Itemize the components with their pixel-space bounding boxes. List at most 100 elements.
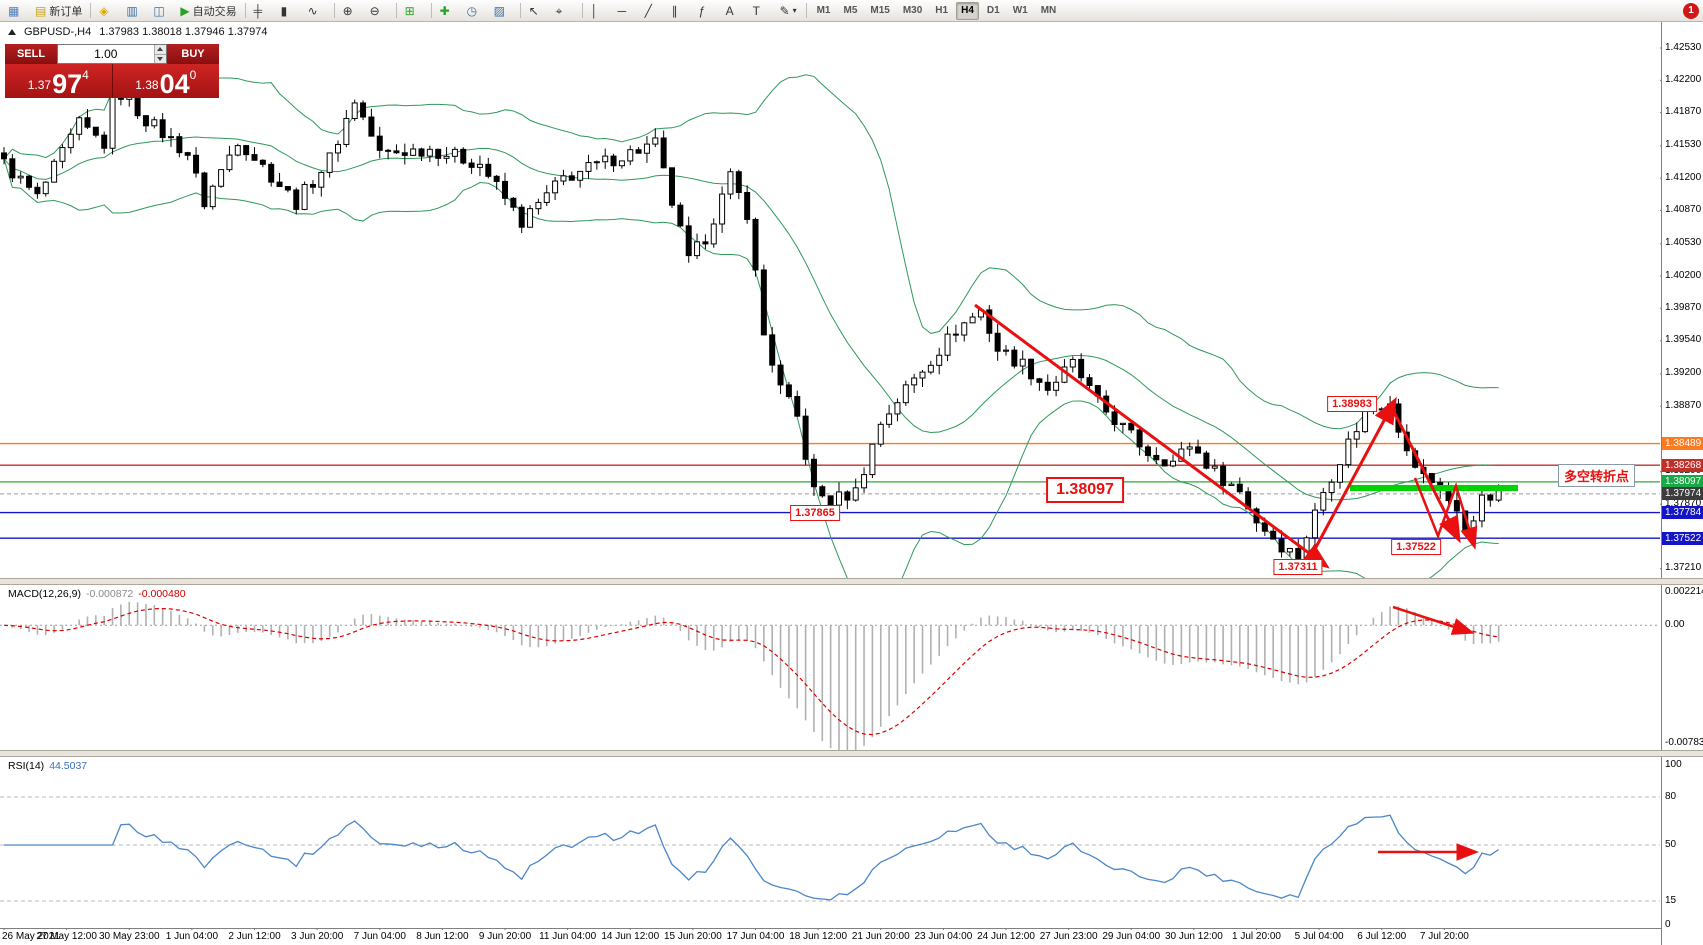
templates-icon: ▨ [493, 3, 505, 18]
downtrend-arrow [974, 303, 1330, 569]
compass-button[interactable]: ◈ [95, 1, 121, 21]
date-label: 11 Jun 04:00 [539, 931, 597, 942]
bid-price-display[interactable]: 1.37 97 4 [5, 64, 113, 98]
timeframe-d1-button[interactable]: D1 [986, 4, 1000, 16]
price-annotation[interactable]: 1.37865 [790, 505, 840, 521]
price-axis-label: 1.42530 [1665, 41, 1702, 53]
price-annotation[interactable]: 1.38983 [1327, 396, 1377, 412]
vertical-line-icon: │ [590, 3, 599, 18]
timeframe-w1-button[interactable]: W1 [1012, 4, 1028, 16]
rsi-axis-label: 0 [1665, 918, 1671, 930]
timeframe-m30-button[interactable]: M30 [902, 4, 923, 16]
rsi-value: 44.5037 [49, 760, 88, 772]
autotrading-icon: ▶ [180, 3, 190, 18]
arrows-button[interactable]: ✎ ▾ [776, 1, 802, 21]
crosshair-button[interactable]: ⌖ [552, 1, 578, 21]
timeframe-mn-button[interactable]: MN [1040, 4, 1057, 16]
horizontal-line-button[interactable]: ─ [614, 1, 640, 21]
price-axis-badge: 1.38268 [1662, 458, 1703, 472]
vertical-line-button[interactable]: │ [587, 1, 613, 21]
zoom-in-button[interactable]: ⊕ [339, 1, 365, 21]
date-label: 30 May 23:00 [98, 931, 160, 942]
date-label: 6 Jul 12:00 [1357, 931, 1407, 942]
data-window-button[interactable]: ◫ [149, 1, 175, 21]
line-chart-button[interactable]: ∿ [304, 1, 330, 21]
spinner-up-icon [157, 47, 164, 52]
volume-input[interactable] [58, 45, 154, 63]
timeframe-m15-button[interactable]: M15 [870, 4, 890, 16]
charts-window-button[interactable]: ▦ [4, 1, 30, 21]
templates-button[interactable]: ▨ [490, 1, 516, 21]
price-annotation[interactable]: 1.38097 [1046, 477, 1124, 503]
price-axis-label: 1.39870 [1665, 301, 1702, 313]
panel-divider[interactable] [0, 750, 1703, 757]
toolbar-separator [90, 3, 92, 18]
bid-big-digits: 97 [52, 69, 83, 100]
autotrading-button[interactable]: ▶ 自动交易 [176, 1, 240, 21]
zoom-out-icon: ⊖ [369, 3, 380, 18]
price-annotation[interactable]: 1.37522 [1391, 539, 1441, 555]
ohlc-values: 1.37983 1.38018 1.37946 1.37974 [99, 26, 268, 38]
bar-chart-button[interactable]: ╪ [250, 1, 276, 21]
indicators-icon: ✚ [439, 3, 450, 18]
date-label: 8 Jun 12:00 [416, 931, 469, 942]
macd-name: MACD(12,26,9) [8, 588, 81, 600]
periods-button[interactable]: ◷ [463, 1, 489, 21]
toolbar-button-label: 自动交易 [192, 5, 237, 18]
main-chart-panel [0, 71, 1660, 578]
buy-button[interactable]: BUY [167, 44, 219, 64]
cursor-button[interactable]: ↖ [525, 1, 551, 21]
tile-windows-button[interactable]: ⊞ [401, 1, 427, 21]
price-axis[interactable]: 1.42530 1.42200 1.41870 1.41530 1.41200 1.408… [1661, 22, 1703, 945]
price-axis-badge: 1.37522 [1662, 531, 1703, 545]
bollinger-middle-band [3, 136, 1499, 501]
indicators-button[interactable]: ✚ [436, 1, 462, 21]
price-axis-label: 1.41530 [1665, 139, 1702, 151]
candlestick-chart-icon: ▮ [280, 3, 288, 18]
notification-badge[interactable]: 1 [1683, 2, 1699, 19]
timeframe-h4-button[interactable]: H4 [956, 1, 979, 20]
date-label: 3 Jun 20:00 [290, 931, 344, 942]
text-button[interactable]: A [722, 1, 748, 21]
price-annotation[interactable]: 1.37311 [1273, 559, 1323, 575]
trendline-icon: ╱ [644, 3, 652, 18]
tile-windows-icon: ⊞ [404, 3, 415, 18]
market-watch-button[interactable]: ▥ [122, 1, 148, 21]
bollinger-lower-band [3, 158, 1499, 578]
volume-up-button[interactable] [154, 45, 166, 54]
trendline-button[interactable]: ╱ [641, 1, 667, 21]
ask-pipette: 0 [189, 68, 197, 82]
panel-divider[interactable] [0, 578, 1703, 585]
date-label: 18 Jun 12:00 [789, 931, 848, 942]
new-order-button[interactable]: ▤ 新订单 [31, 1, 86, 21]
ask-big-digits: 04 [159, 69, 190, 100]
collapse-triangle-icon[interactable] [8, 29, 16, 35]
macd-signal-line [3, 607, 1499, 736]
text-label-button[interactable]: T [749, 1, 775, 21]
date-label: 26 May 2021 [2, 931, 60, 942]
date-label: 1 Jul 20:00 [1232, 931, 1281, 942]
time-axis[interactable]: 26 May 2021 27 May 12:00 30 May 23:00 1 Jun… [0, 930, 1660, 945]
channel-button[interactable]: ∥ [668, 1, 694, 21]
volume-down-button[interactable] [154, 53, 166, 63]
timeframe-h1-button[interactable]: H1 [935, 4, 949, 16]
timeframe-m5-button[interactable]: M5 [843, 4, 858, 16]
toolbar-separator [333, 3, 335, 18]
zoom-in-icon: ⊕ [342, 3, 353, 18]
price-axis-label: 1.39200 [1665, 367, 1702, 379]
sell-button[interactable]: SELL [5, 44, 57, 64]
date-label: 9 Jun 20:00 [478, 931, 532, 942]
timeframe-m1-button[interactable]: M1 [816, 4, 831, 16]
price-axis-badge: 1.37974 [1662, 487, 1703, 501]
zoom-out-button[interactable]: ⊖ [366, 1, 392, 21]
fibonacci-button[interactable]: ƒ [695, 1, 721, 21]
price-axis-badge: 1.38489 [1662, 437, 1703, 451]
rsi-axis-label: 50 [1665, 838, 1677, 850]
ask-price-display[interactable]: 1.38 04 0 [112, 64, 219, 100]
toolbar-separator [805, 3, 807, 18]
candlestick-chart-button[interactable]: ▮ [277, 1, 303, 21]
text-annotation[interactable]: 多空转折点 [1558, 464, 1636, 487]
